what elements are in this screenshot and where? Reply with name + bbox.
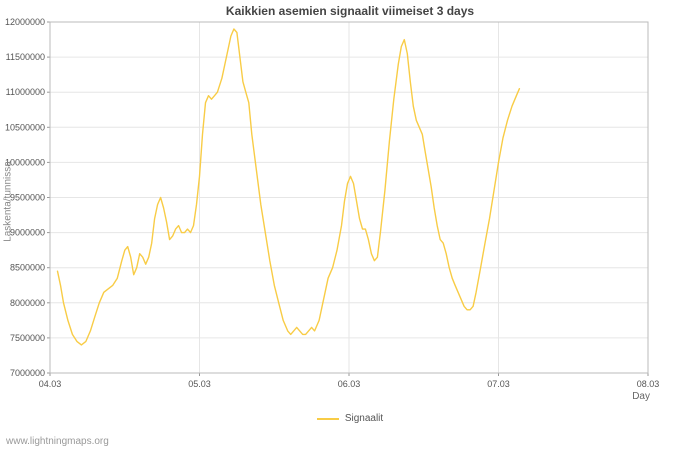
svg-text:10000000: 10000000 bbox=[5, 157, 45, 167]
svg-text:7000000: 7000000 bbox=[10, 368, 45, 378]
svg-text:08.03: 08.03 bbox=[637, 379, 660, 389]
watermark: www.lightningmaps.org bbox=[6, 436, 109, 447]
line-chart: 7000000 7500000 8000000 8500000 9000000 95000… bbox=[5, 17, 660, 389]
svg-text:10500000: 10500000 bbox=[5, 122, 45, 132]
svg-text:06.03: 06.03 bbox=[338, 379, 361, 389]
svg-text:8000000: 8000000 bbox=[10, 298, 45, 308]
svg-text:7500000: 7500000 bbox=[10, 333, 45, 343]
svg-text:11000000: 11000000 bbox=[6, 87, 45, 97]
svg-text:9500000: 9500000 bbox=[10, 193, 45, 203]
chart-title: Kaikkien asemien signaalit viimeiset 3 d… bbox=[225, 4, 475, 18]
svg-text:05.03: 05.03 bbox=[188, 379, 211, 389]
svg-text:11500000: 11500000 bbox=[6, 52, 45, 62]
x-axis-label: Day bbox=[632, 391, 650, 402]
legend-line-swatch bbox=[316, 417, 339, 420]
legend-label: Signaalit bbox=[344, 413, 384, 424]
svg-text:04.03: 04.03 bbox=[39, 379, 62, 389]
svg-text:12000000: 12000000 bbox=[5, 17, 45, 27]
svg-text:8500000: 8500000 bbox=[10, 263, 45, 273]
svg-text:9000000: 9000000 bbox=[10, 228, 45, 238]
svg-text:07.03: 07.03 bbox=[487, 379, 510, 389]
y-axis-label: Laskenta/tunnissa bbox=[2, 161, 14, 242]
legend: Signaalit bbox=[0, 413, 700, 424]
